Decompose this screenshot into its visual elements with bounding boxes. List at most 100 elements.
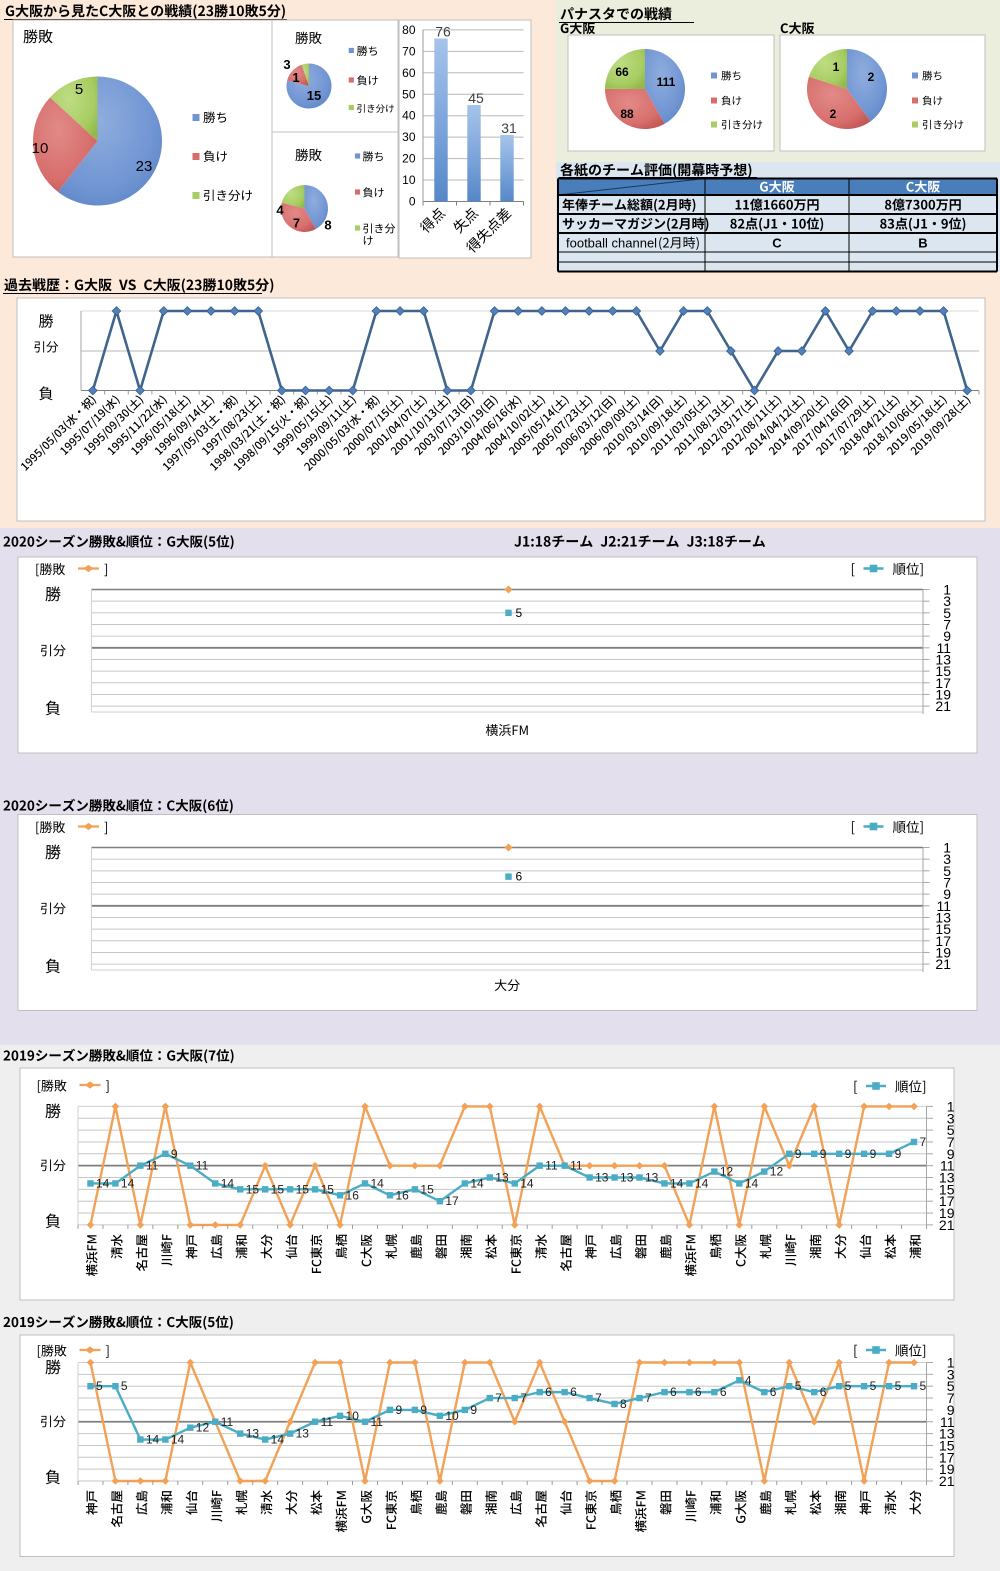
svg-text:5: 5 [75, 81, 83, 98]
svg-text:6: 6 [516, 870, 523, 884]
svg-text:14: 14 [695, 1176, 709, 1190]
svg-text:11: 11 [940, 1414, 955, 1430]
svg-text:6: 6 [570, 1385, 577, 1399]
svg-text:11: 11 [545, 1159, 558, 1173]
svg-text:10: 10 [445, 1409, 459, 1423]
svg-text:9: 9 [470, 1403, 477, 1417]
svg-text:15: 15 [935, 663, 951, 679]
svg-text:76: 76 [435, 23, 451, 39]
svg-text:9: 9 [947, 1146, 955, 1162]
svg-text:5: 5 [870, 1379, 877, 1393]
svg-text:9: 9 [795, 1147, 802, 1161]
svg-text:66: 66 [615, 65, 629, 79]
svg-text:10: 10 [346, 1409, 360, 1423]
svg-text:7: 7 [947, 1134, 955, 1150]
svg-text:17: 17 [939, 1193, 955, 1209]
svg-text:40: 40 [402, 109, 416, 123]
svg-text:7: 7 [947, 1390, 955, 1406]
svg-text:14: 14 [121, 1176, 135, 1190]
svg-text:21: 21 [939, 1473, 955, 1489]
svg-text:16: 16 [395, 1188, 409, 1202]
svg-text:23: 23 [136, 158, 153, 175]
svg-text:5: 5 [947, 1122, 955, 1138]
svg-text:60: 60 [402, 66, 416, 80]
svg-text:13: 13 [939, 1170, 955, 1186]
svg-text:10: 10 [32, 140, 49, 157]
svg-text:15: 15 [935, 921, 951, 937]
svg-text:3: 3 [943, 851, 951, 867]
svg-text:12: 12 [196, 1421, 210, 1435]
svg-text:3: 3 [943, 593, 951, 609]
svg-text:13: 13 [296, 1427, 310, 1441]
svg-text:80: 80 [402, 23, 416, 37]
svg-text:9: 9 [395, 1403, 402, 1417]
svg-text:17: 17 [935, 675, 951, 691]
svg-text:19: 19 [935, 944, 951, 960]
svg-text:13: 13 [595, 1171, 609, 1185]
svg-text:7: 7 [943, 874, 951, 890]
svg-text:B: B [918, 236, 927, 251]
svg-text:1: 1 [833, 60, 840, 74]
svg-text:9: 9 [420, 1403, 427, 1417]
svg-text:17: 17 [935, 933, 951, 949]
svg-text:14: 14 [520, 1176, 534, 1190]
svg-text:9: 9 [943, 886, 951, 902]
svg-text:5: 5 [895, 1379, 902, 1393]
svg-text:14: 14 [745, 1176, 759, 1190]
svg-text:football channel: football channel [566, 236, 657, 251]
svg-text:17: 17 [939, 1449, 955, 1465]
svg-text:31: 31 [501, 120, 517, 136]
svg-text:9: 9 [820, 1147, 827, 1161]
svg-text:111: 111 [657, 75, 676, 89]
svg-text:15: 15 [307, 88, 321, 103]
svg-text:11: 11 [936, 640, 951, 656]
svg-text:6: 6 [820, 1385, 827, 1399]
svg-text:3: 3 [947, 1110, 955, 1126]
svg-text:3: 3 [283, 57, 290, 72]
svg-text:16: 16 [346, 1188, 360, 1202]
svg-text:11: 11 [940, 1158, 955, 1174]
svg-text:21: 21 [935, 956, 951, 972]
svg-text:9: 9 [943, 628, 951, 644]
svg-text:13: 13 [495, 1171, 509, 1185]
svg-text:15: 15 [939, 1181, 955, 1197]
svg-text:15: 15 [939, 1437, 955, 1453]
svg-text:2: 2 [830, 107, 837, 121]
svg-text:9: 9 [895, 1147, 902, 1161]
svg-text:14: 14 [146, 1433, 160, 1447]
svg-text:1: 1 [943, 582, 951, 598]
svg-text:1: 1 [947, 1098, 955, 1114]
svg-text:5: 5 [96, 1379, 103, 1393]
svg-text:11: 11 [936, 898, 951, 914]
svg-text:13: 13 [935, 651, 951, 667]
svg-text:11: 11 [146, 1159, 159, 1173]
svg-text:7: 7 [495, 1391, 502, 1405]
svg-text:13: 13 [620, 1171, 634, 1185]
svg-text:88: 88 [620, 107, 634, 121]
svg-text:21: 21 [935, 698, 951, 714]
svg-text:19: 19 [939, 1461, 955, 1477]
svg-text:11: 11 [196, 1159, 209, 1173]
svg-text:15: 15 [296, 1182, 310, 1196]
svg-text:15: 15 [321, 1182, 335, 1196]
svg-text:1: 1 [943, 840, 951, 856]
svg-text:4: 4 [745, 1373, 752, 1387]
svg-text:14: 14 [221, 1176, 235, 1190]
svg-text:14: 14 [370, 1176, 384, 1190]
svg-text:11: 11 [570, 1159, 583, 1173]
svg-text:15: 15 [420, 1182, 434, 1196]
svg-text:7: 7 [943, 616, 951, 632]
svg-text:45: 45 [468, 90, 484, 106]
svg-text:C: C [772, 236, 782, 251]
svg-text:5: 5 [943, 605, 951, 621]
svg-text:3: 3 [947, 1366, 955, 1382]
svg-text:9: 9 [171, 1147, 178, 1161]
svg-text:6: 6 [770, 1385, 777, 1399]
svg-text:5: 5 [516, 606, 523, 620]
svg-text:0: 0 [409, 195, 416, 209]
svg-text:30: 30 [402, 130, 416, 144]
svg-text:14: 14 [670, 1176, 684, 1190]
svg-text:7: 7 [920, 1135, 927, 1149]
svg-text:50: 50 [402, 87, 416, 101]
svg-text:2: 2 [868, 70, 875, 84]
